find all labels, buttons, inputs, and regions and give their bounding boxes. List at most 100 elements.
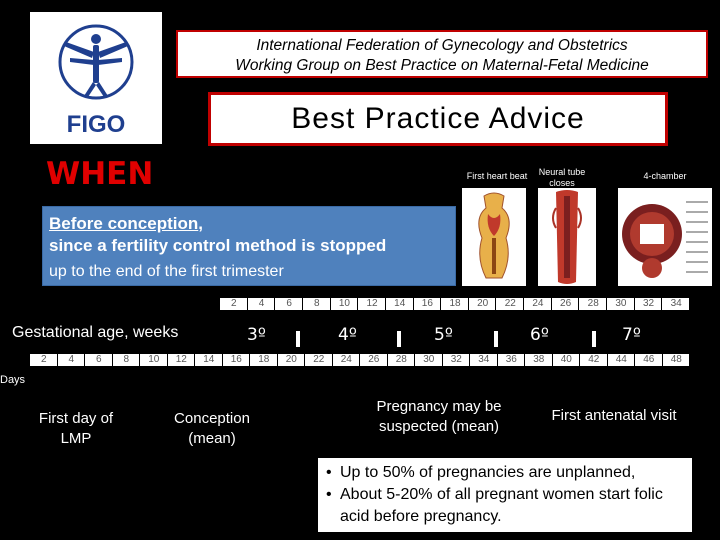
scale-tick-label: 2: [231, 298, 237, 309]
scale-tick: [56, 354, 58, 366]
bullet-folic-acid: About 5-20% of all pregnant women start …: [324, 484, 686, 528]
figo-emblem-icon: FIGO: [58, 24, 134, 138]
scale-tick-label: 14: [394, 298, 406, 309]
comma-text: ,: [198, 214, 203, 233]
scale-tick-label: 12: [175, 354, 187, 365]
scale-tick: [441, 354, 443, 366]
fertility-control-text: since a fertility control method is stop…: [49, 236, 387, 255]
scale-tick-label: 44: [615, 354, 627, 365]
week-5-label: 5º: [434, 325, 453, 345]
bottom-day-scale: 2 4 6 8 10 12 14 16 18 20 22 24 26 28 30 32 34 36 38 40 42 44…: [30, 354, 690, 366]
bullet-unplanned: Up to 50% of pregnancies are unplanned,: [324, 462, 686, 484]
scale-tick: [274, 298, 276, 310]
scale-tick-label: 48: [670, 354, 682, 365]
scale-tick: [579, 354, 580, 366]
scale-tick-label: 16: [230, 354, 242, 365]
timing-box: Before conception, since a fertility con…: [42, 206, 456, 286]
scale-tick-label: 30: [615, 298, 627, 309]
scale-tick-label: 38: [533, 354, 545, 365]
before-conception-text: Before conception: [49, 214, 199, 233]
scale-tick: [524, 354, 525, 366]
scale-tick-label: 4: [68, 354, 75, 365]
embryo-heart-icon: [478, 192, 510, 279]
scale-tick: [384, 298, 386, 310]
scale-tick-label: 26: [560, 298, 572, 309]
scale-tick-label: 32: [642, 298, 655, 309]
scale-tick-label: 6: [286, 298, 292, 309]
neural-tube-icon: [552, 190, 582, 284]
neural-tube-image: [538, 188, 596, 286]
lmp-caption: First day of LMP: [38, 410, 114, 447]
scale-tick-label: 14: [203, 354, 215, 365]
advice-title: Best Practice Advice: [208, 92, 668, 146]
facts-box: Up to 50% of pregnancies are unplanned, …: [318, 458, 692, 532]
scale-tick-label: 20: [477, 298, 489, 309]
week-divider: [296, 331, 300, 347]
scale-tick: [276, 354, 278, 366]
scale-tick-label: 10: [148, 354, 160, 365]
scale-tick-label: 46: [643, 354, 655, 365]
organization-header: International Federation of Gynecology a…: [176, 30, 708, 78]
org-name: International Federation of Gynecology a…: [256, 37, 628, 54]
scale-tick-label: 6: [95, 354, 102, 365]
scale-tick: [221, 354, 223, 366]
scale-tick: [304, 354, 305, 366]
scale-tick: [194, 354, 195, 366]
week-divider: [592, 331, 596, 347]
working-group-name: Working Group on Best Practice on Matern…: [235, 57, 649, 74]
scale-tick: [523, 298, 525, 310]
scale-tick: [634, 354, 635, 366]
four-chamber-label: 4-chamber: [643, 171, 687, 181]
when-heading: WHEN: [46, 156, 154, 192]
scale-tick-label: 42: [588, 354, 600, 365]
week-divider: [397, 331, 401, 347]
first-trimester-text: up to the end of the first trimester: [49, 263, 284, 280]
scale-tick: [386, 354, 388, 366]
scale-tick: [440, 298, 442, 310]
scale-tick-label: 36: [505, 354, 517, 365]
scale-tick-label: 22: [504, 298, 516, 309]
scale-tick-label: 16: [421, 298, 433, 309]
gestational-age-label: Gestational age, weeks: [12, 324, 179, 341]
scale-tick: [550, 298, 552, 310]
scale-tick: [84, 354, 85, 366]
scale-tick-label: 24: [532, 298, 544, 309]
scale-tick-label: 26: [368, 354, 380, 365]
four-chamber-image: [618, 188, 712, 286]
scale-tick: [661, 354, 663, 366]
scale-tick: [689, 354, 690, 366]
scale-tick: [414, 354, 415, 366]
scale-tick: [467, 298, 469, 310]
scale-tick-label: 12: [366, 298, 378, 309]
scale-tick-label: 34: [478, 354, 490, 365]
scale-tick: [166, 354, 168, 366]
scale-tick: [633, 298, 635, 310]
scale-tick: [689, 298, 690, 310]
heart-beat-label: First heart beat: [466, 171, 528, 181]
scale-tick: [111, 354, 113, 366]
scale-tick: [301, 298, 303, 310]
antenatal-visit-caption: First antenatal visit: [551, 407, 677, 424]
scale-tick-label: 10: [338, 298, 350, 309]
scale-tick: [495, 298, 497, 310]
week-7-label: 7º: [622, 325, 641, 345]
scale-tick: [357, 298, 359, 310]
scale-tick: [246, 298, 248, 310]
scale-tick: [139, 354, 140, 366]
scale-tick-label: 4: [258, 298, 265, 309]
scale-tick: [578, 298, 580, 310]
scale-tick: [661, 298, 663, 310]
logo-text: FIGO: [67, 111, 126, 138]
scale-tick-label: 28: [395, 354, 407, 365]
scale-tick: [359, 354, 360, 366]
scale-tick: [331, 354, 333, 366]
scale-tick-label: 30: [423, 354, 435, 365]
scale-tick-label: 18: [258, 354, 270, 365]
scale-tick-label: 22: [313, 354, 325, 365]
scale-tick-label: 28: [587, 298, 599, 309]
neural-tube-label: Neural tube closes: [538, 167, 586, 188]
scale-tick-label: 2: [40, 354, 47, 365]
scale-tick: [329, 298, 331, 310]
scale-tick-label: 32: [450, 354, 462, 365]
scale-tick: [412, 298, 414, 310]
